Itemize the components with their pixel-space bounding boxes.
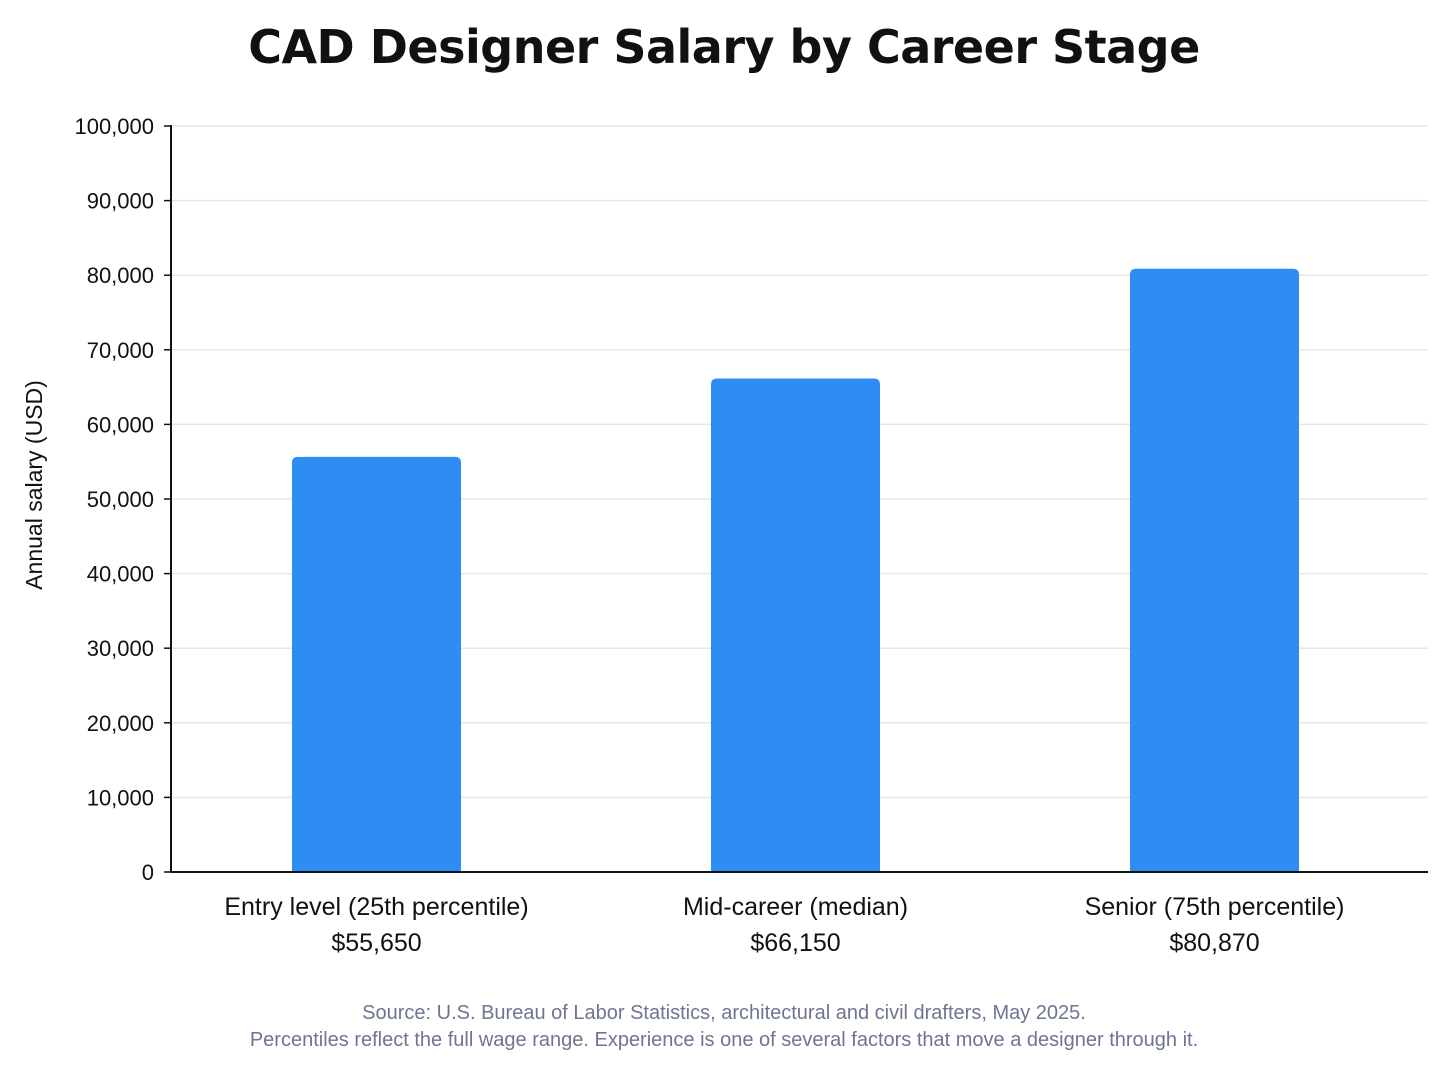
y-tick-label: 30,000 [87, 636, 154, 661]
y-tick-label: 20,000 [87, 711, 154, 736]
bar-2 [711, 378, 880, 872]
y-tick-label: 50,000 [87, 487, 154, 512]
source-note: Source: U.S. Bureau of Labor Statistics,… [362, 1002, 1086, 1024]
x-category-label: Entry level (25th percentile) [224, 893, 528, 921]
y-axis-title: Annual salary (USD) [21, 380, 47, 590]
y-tick-label: 10,000 [87, 785, 154, 810]
chart-title: CAD Designer Salary by Career Stage [248, 20, 1200, 74]
y-axis-ticks: 0 10,000 20,000 30,000 40,000 50,000 60,000 70,… [74, 114, 171, 885]
methodology-note: Percentiles reflect the full wage range.… [249, 1029, 1199, 1051]
bar-value-label: $80,870 [1169, 929, 1259, 957]
bar-value-label: $66,150 [750, 929, 840, 957]
y-tick-label: 70,000 [87, 338, 154, 363]
y-tick-label: 40,000 [87, 562, 154, 587]
bars [292, 268, 1299, 872]
x-category-label: Senior (75th percentile) [1085, 893, 1345, 921]
bar-value-label: $55,650 [331, 929, 421, 957]
bar-3 [1130, 268, 1299, 872]
y-tick-label: 100,000 [74, 114, 154, 139]
y-tick-label: 80,000 [87, 263, 154, 288]
y-tick-label: 60,000 [87, 412, 154, 437]
bar-1 [292, 456, 461, 872]
x-axis-labels: Entry level (25th percentile) $55,650 Mid-… [224, 893, 1344, 957]
y-tick-label: 90,000 [87, 189, 154, 214]
x-category-label: Mid-career (median) [683, 893, 908, 921]
y-tick-label: 0 [142, 860, 154, 885]
